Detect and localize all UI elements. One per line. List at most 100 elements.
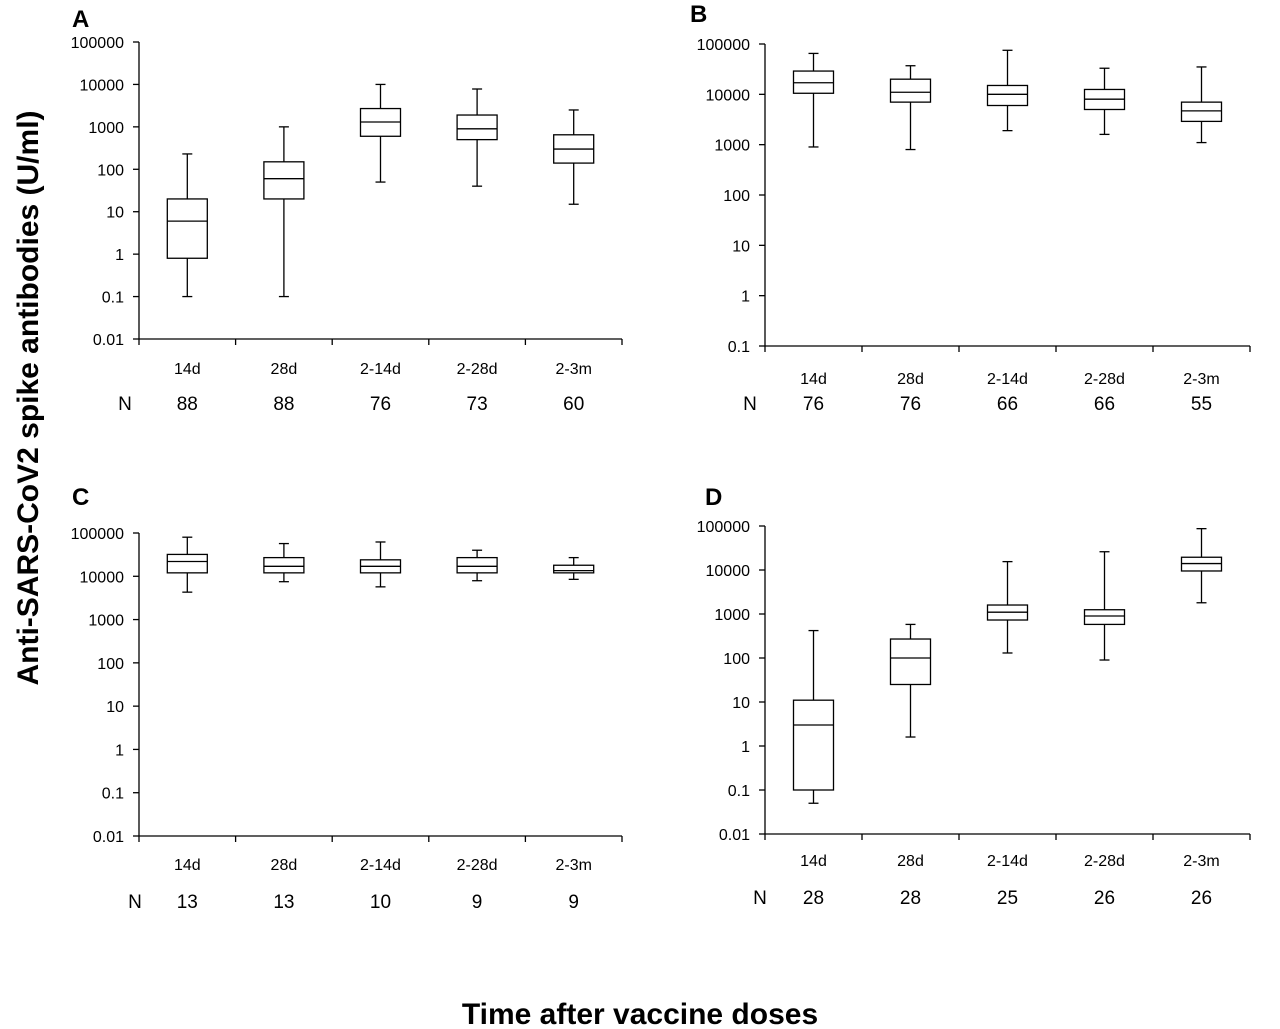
- box-14d: [166, 536, 208, 593]
- n-value: 88: [177, 394, 198, 415]
- category-label: 2-28d: [1084, 853, 1125, 870]
- y-tick-label: 10: [106, 699, 124, 716]
- n-label: N: [128, 892, 142, 913]
- panel-label: D: [705, 484, 722, 511]
- box-2-14d: [359, 83, 402, 183]
- y-tick-label: 10000: [80, 77, 125, 94]
- y-tick-label: 0.1: [728, 339, 750, 356]
- y-tick-label: 10000: [80, 569, 125, 586]
- y-tick-label: 10: [732, 238, 750, 255]
- y-tick-label: 100: [97, 162, 124, 179]
- box-2-28d: [1083, 551, 1126, 661]
- box-2-3m: [553, 109, 595, 205]
- n-value: 25: [997, 888, 1018, 909]
- y-tick-label: 100: [97, 656, 124, 673]
- y-tick-label: 100000: [697, 519, 750, 536]
- y-tick-label: 0.01: [719, 827, 750, 844]
- n-value: 13: [177, 892, 198, 913]
- panel-d: D 0.01 0.1 1 10 100 1000 10000 100000 N 14d 28 28d 28…: [697, 484, 1251, 909]
- category-label: 2-14d: [360, 857, 401, 874]
- n-label: N: [118, 394, 132, 415]
- n-value: 73: [467, 394, 488, 415]
- category-label: 28d: [271, 361, 298, 378]
- n-value: 28: [900, 888, 921, 909]
- y-tick-label: 1: [741, 739, 750, 756]
- n-value: 88: [273, 394, 294, 415]
- box-2-3m: [1180, 66, 1223, 144]
- category-label: 14d: [174, 857, 201, 874]
- category-label: 2-14d: [987, 371, 1028, 388]
- category-label: 2-28d: [1084, 371, 1125, 388]
- category-label: 28d: [271, 857, 298, 874]
- n-value: 76: [900, 394, 921, 415]
- category-label: 28d: [897, 371, 924, 388]
- panel-a: A 0.01 0.1 1 10 100 1000 10000 100000 N 14d 88 28d 88…: [71, 6, 623, 415]
- n-value: 55: [1191, 394, 1212, 415]
- iqr-box: [553, 564, 595, 574]
- box-28d: [263, 126, 305, 298]
- n-value: 60: [563, 394, 584, 415]
- category-label: 2-3m: [555, 857, 591, 874]
- box-2-14d: [986, 560, 1029, 654]
- y-tick-label: 0.01: [93, 829, 124, 846]
- n-value: 28: [803, 888, 824, 909]
- box-2-28d: [456, 88, 498, 187]
- iqr-box: [456, 114, 498, 141]
- category-label: 2-3m: [555, 361, 591, 378]
- panels: A 0.01 0.1 1 10 100 1000 10000 100000 N 14d 88 28d 88…: [71, 1, 1251, 913]
- box-2-14d: [359, 541, 402, 588]
- box-14d: [792, 629, 835, 804]
- iqr-box: [166, 198, 208, 259]
- y-tick-label: 10000: [706, 87, 751, 104]
- y-tick-label: 100000: [71, 35, 124, 52]
- n-value: 10: [370, 892, 391, 913]
- y-tick-label: 1000: [88, 120, 124, 137]
- category-label: 2-3m: [1183, 853, 1219, 870]
- y-tick-label: 100: [723, 651, 750, 668]
- category-label: 2-14d: [360, 361, 401, 378]
- panel-label: B: [690, 1, 707, 28]
- panel-b: B 0.1 1 10 100 1000 10000 100000 N 14d 76 28d 76 2-14…: [690, 1, 1251, 415]
- iqr-box: [263, 556, 305, 574]
- box-14d: [792, 52, 835, 148]
- y-tick-label: 100000: [71, 526, 124, 543]
- y-tick-label: 1000: [88, 613, 124, 630]
- y-tick-label: 1000: [714, 138, 750, 155]
- y-tick-label: 10: [732, 695, 750, 712]
- iqr-box: [986, 84, 1029, 107]
- n-value: 9: [472, 892, 483, 913]
- iqr-box: [889, 638, 932, 686]
- category-label: 2-14d: [987, 853, 1028, 870]
- y-tick-label: 1: [115, 247, 124, 264]
- iqr-box: [889, 78, 932, 103]
- n-value: 76: [370, 394, 391, 415]
- category-label: 2-3m: [1183, 371, 1219, 388]
- n-value: 26: [1191, 888, 1212, 909]
- category-label: 14d: [800, 853, 827, 870]
- panel-label: C: [72, 484, 89, 511]
- category-label: 28d: [897, 853, 924, 870]
- y-tick-label: 1000: [714, 607, 750, 624]
- n-value: 66: [997, 394, 1018, 415]
- box-28d: [263, 542, 305, 583]
- category-label: 14d: [800, 371, 827, 388]
- n-value: 76: [803, 394, 824, 415]
- category-label: 14d: [174, 361, 201, 378]
- n-value: 26: [1094, 888, 1115, 909]
- y-tick-label: 1: [741, 289, 750, 306]
- y-tick-label: 100: [723, 188, 750, 205]
- y-tick-label: 10: [106, 205, 124, 222]
- iqr-box: [456, 556, 498, 574]
- category-label: 2-28d: [457, 361, 498, 378]
- x-axis-label: Time after vaccine doses: [462, 998, 818, 1029]
- box-28d: [889, 623, 932, 738]
- panel-label: A: [72, 6, 89, 33]
- iqr-box: [1180, 101, 1223, 123]
- n-value: 9: [568, 892, 579, 913]
- iqr-box: [263, 161, 305, 200]
- box-2-28d: [1083, 67, 1126, 136]
- y-tick-label: 0.1: [102, 786, 124, 803]
- panel-c: C 0.01 0.1 1 10 100 1000 10000 100000 N 14d 13 28d 13…: [71, 484, 623, 913]
- iqr-box: [166, 553, 208, 574]
